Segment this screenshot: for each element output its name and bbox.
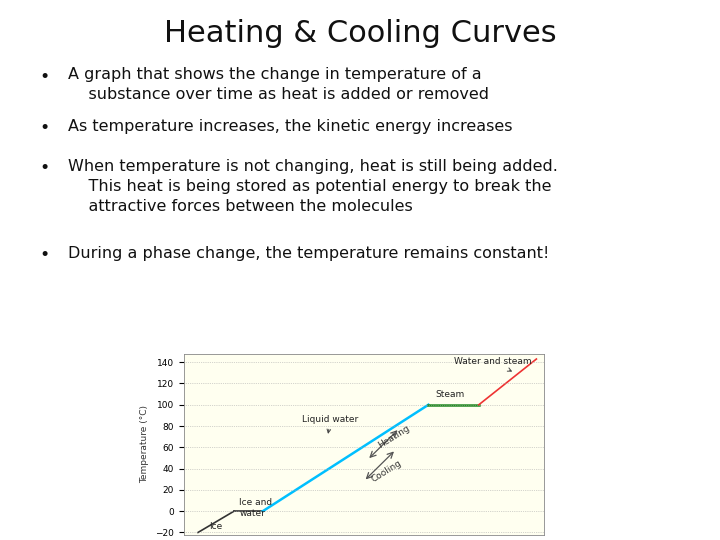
Text: During a phase change, the temperature remains constant!: During a phase change, the temperature r… xyxy=(68,246,549,261)
Text: Cooling: Cooling xyxy=(370,458,404,484)
Text: A graph that shows the change in temperature of a
    substance over time as hea: A graph that shows the change in tempera… xyxy=(68,68,490,102)
Text: Heating & Cooling Curves: Heating & Cooling Curves xyxy=(163,19,557,48)
Text: •: • xyxy=(40,119,50,137)
Text: •: • xyxy=(40,68,50,85)
Y-axis label: Temperature (°C): Temperature (°C) xyxy=(140,405,150,483)
Text: Steam: Steam xyxy=(436,390,465,400)
Text: Water and steam: Water and steam xyxy=(454,357,531,371)
Text: •: • xyxy=(40,159,50,177)
Text: Ice: Ice xyxy=(209,522,222,531)
Text: Ice and
water: Ice and water xyxy=(239,498,273,518)
Text: When temperature is not changing, heat is still being added.
    This heat is be: When temperature is not changing, heat i… xyxy=(68,159,558,214)
Text: As temperature increases, the kinetic energy increases: As temperature increases, the kinetic en… xyxy=(68,119,513,134)
Text: Liquid water: Liquid water xyxy=(302,415,359,433)
Text: Heating: Heating xyxy=(377,423,412,450)
Text: •: • xyxy=(40,246,50,264)
